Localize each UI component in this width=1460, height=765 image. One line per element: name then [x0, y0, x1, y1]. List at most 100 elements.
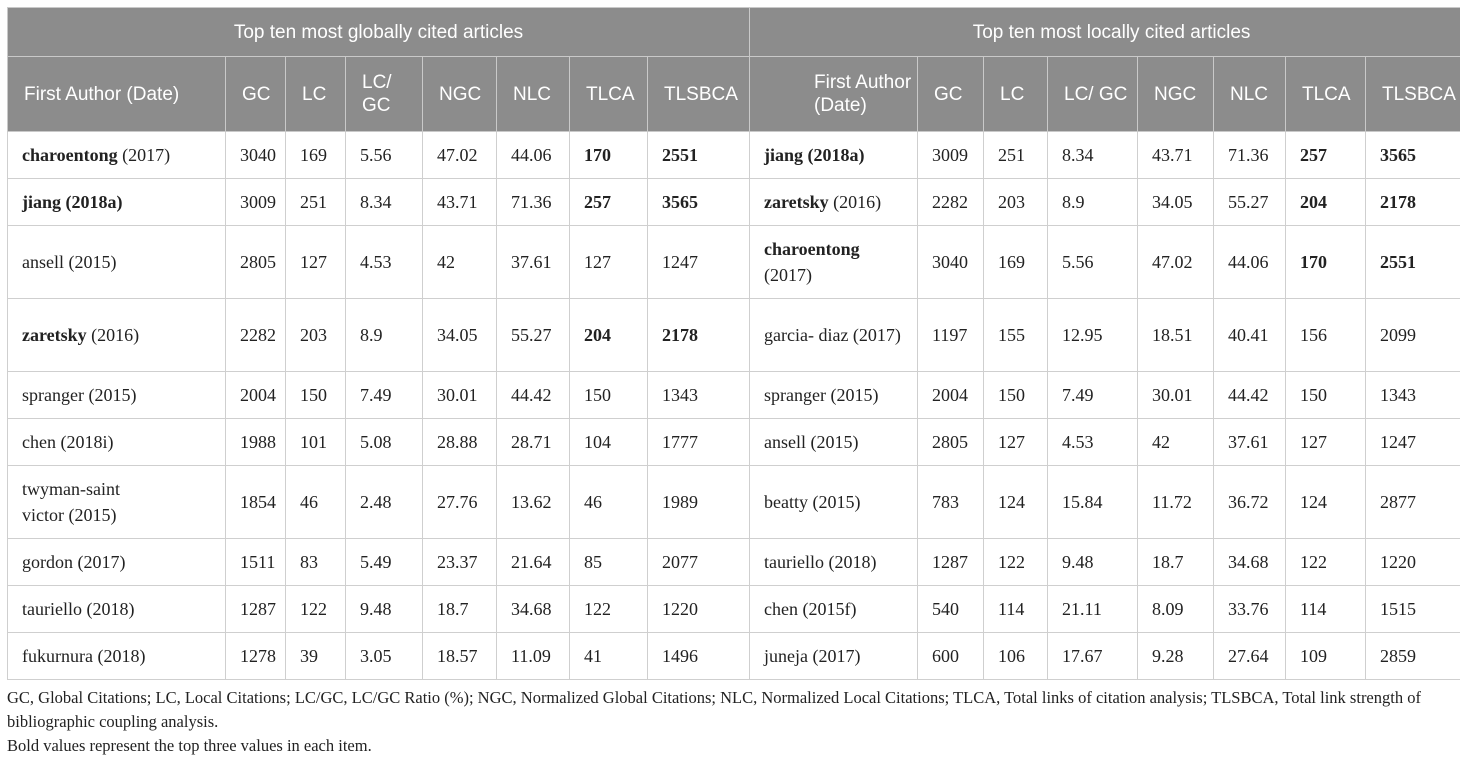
cell-ngc: 42 — [422, 225, 497, 299]
footnote-bold-note: Bold values represent the top three valu… — [7, 736, 372, 755]
table-row: zaretsky (2016) 2282 203 8.9 34.05 55.27… — [7, 298, 1460, 372]
table-row: fukurnura (2018) 1278 39 3.05 18.57 11.0… — [7, 632, 1460, 680]
cell-gc: 2282 — [225, 298, 286, 372]
cell-lcgc-local: 7.49 — [1047, 371, 1138, 419]
cell-tlsbca-local: 1247 — [1364, 418, 1460, 466]
cell-author: zaretsky (2016) — [7, 298, 226, 372]
cell-tlsbca: 2077 — [647, 538, 750, 586]
table-row: charoentong (2017) 3040 169 5.56 47.02 4… — [7, 131, 1460, 179]
cell-ngc: 27.76 — [422, 465, 497, 539]
cell-lcgc-local: 4.53 — [1047, 418, 1138, 466]
cell-lc: 127 — [285, 225, 346, 299]
cell-ngc: 18.57 — [422, 632, 497, 680]
cell-tlca-local: 204 — [1285, 178, 1366, 226]
cell-lc-local: 169 — [983, 225, 1048, 299]
citation-table: Top ten most globally cited articles Top… — [7, 7, 1460, 680]
author-name: garcia- diaz (2017) — [764, 325, 901, 345]
cell-tlca-local: 127 — [1285, 418, 1366, 466]
cell-tlca-local: 257 — [1285, 131, 1366, 179]
cell-nlc-local: 55.27 — [1213, 178, 1286, 226]
cell-tlca: 150 — [569, 371, 648, 419]
cell-ngc-local: 34.05 — [1137, 178, 1214, 226]
cell-nlc: 28.71 — [496, 418, 570, 466]
cell-lc-local: 203 — [983, 178, 1048, 226]
cell-tlsbca: 1496 — [647, 632, 750, 680]
cell-gc-local: 3009 — [917, 131, 984, 179]
cell-nlc: 34.68 — [496, 585, 570, 633]
cell-nlc: 13.62 — [496, 465, 570, 539]
cell-author-local: beatty (2015) — [749, 465, 918, 539]
cell-lc: 150 — [285, 371, 346, 419]
cell-tlca-local: 156 — [1285, 298, 1366, 372]
cell-gc-local: 540 — [917, 585, 984, 633]
cell-lcgc-local: 12.95 — [1047, 298, 1138, 372]
cell-tlca-local: 124 — [1285, 465, 1366, 539]
author-name: zaretsky — [22, 325, 87, 345]
cell-ngc: 30.01 — [422, 371, 497, 419]
cell-lc-local: 114 — [983, 585, 1048, 633]
author-year: (2016) — [91, 325, 140, 345]
cell-gc-local: 1287 — [917, 538, 984, 586]
cell-tlca: 104 — [569, 418, 648, 466]
cell-nlc: 21.64 — [496, 538, 570, 586]
cell-ngc-local: 30.01 — [1137, 371, 1214, 419]
table-row: chen (2018i) 1988 101 5.08 28.88 28.71 1… — [7, 418, 1460, 466]
cell-tlsbca-local: 2551 — [1364, 225, 1460, 299]
cell-nlc-local: 36.72 — [1213, 465, 1286, 539]
author-name: jiang (2018a) — [764, 145, 865, 165]
cell-author: fukurnura (2018) — [7, 632, 226, 680]
cell-tlca: 170 — [569, 131, 648, 179]
cell-author: tauriello (2018) — [7, 585, 226, 633]
cell-lcgc-local: 21.11 — [1047, 585, 1138, 633]
cell-author-local: charoentong (2017) — [749, 225, 918, 299]
cell-tlsbca-local: 2099 — [1364, 298, 1460, 372]
author-year: (2017) — [122, 145, 171, 165]
author-name: ansell (2015) — [22, 252, 117, 272]
cell-author-local: spranger (2015) — [749, 371, 918, 419]
cell-lc: 83 — [285, 538, 346, 586]
cell-nlc-local: 33.76 — [1213, 585, 1286, 633]
col-header-lcgc: LC/ GC — [345, 56, 423, 132]
cell-nlc: 55.27 — [496, 298, 570, 372]
table-row: twyman-saint victor (2015) 1854 46 2.48 … — [7, 465, 1460, 539]
author-name: charoentong — [764, 239, 860, 259]
cell-ngc: 43.71 — [422, 178, 497, 226]
col-header-nlc-local: NLC — [1213, 56, 1286, 132]
col-header-tlca: TLCA — [569, 56, 648, 132]
cell-tlsbca: 3565 — [647, 178, 750, 226]
cell-author-local: jiang (2018a) — [749, 131, 918, 179]
cell-lcgc-local: 5.56 — [1047, 225, 1138, 299]
cell-lc: 203 — [285, 298, 346, 372]
cell-tlca: 46 — [569, 465, 648, 539]
col-header-tlsbca-local: TLSBCA — [1364, 56, 1460, 132]
col-header-gc: GC — [225, 56, 286, 132]
cell-lc: 122 — [285, 585, 346, 633]
cell-gc: 3009 — [225, 178, 286, 226]
col-header-lc-local: LC — [983, 56, 1048, 132]
cell-author: spranger (2015) — [7, 371, 226, 419]
cell-author: twyman-saint victor (2015) — [7, 465, 226, 539]
cell-nlc-local: 27.64 — [1213, 632, 1286, 680]
col-header-gc-local: GC — [917, 56, 984, 132]
cell-lcgc-local: 8.34 — [1047, 131, 1138, 179]
cell-ngc-local: 8.09 — [1137, 585, 1214, 633]
cell-tlca-local: 122 — [1285, 538, 1366, 586]
cell-lc-local: 124 — [983, 465, 1048, 539]
cell-ngc-local: 42 — [1137, 418, 1214, 466]
col-header-ngc-local: NGC — [1137, 56, 1214, 132]
cell-nlc: 37.61 — [496, 225, 570, 299]
cell-author: jiang (2018a) — [7, 178, 226, 226]
cell-tlca: 85 — [569, 538, 648, 586]
cell-lc-local: 122 — [983, 538, 1048, 586]
cell-author: chen (2018i) — [7, 418, 226, 466]
cell-nlc: 71.36 — [496, 178, 570, 226]
cell-author: ansell (2015) — [7, 225, 226, 299]
cell-tlsbca-local: 3565 — [1364, 131, 1460, 179]
cell-tlca: 127 — [569, 225, 648, 299]
cell-lcgc: 2.48 — [345, 465, 423, 539]
cell-author-local: zaretsky (2016) — [749, 178, 918, 226]
cell-author-local: tauriello (2018) — [749, 538, 918, 586]
cell-nlc: 11.09 — [496, 632, 570, 680]
cell-lc-local: 127 — [983, 418, 1048, 466]
cell-author-local: juneja (2017) — [749, 632, 918, 680]
